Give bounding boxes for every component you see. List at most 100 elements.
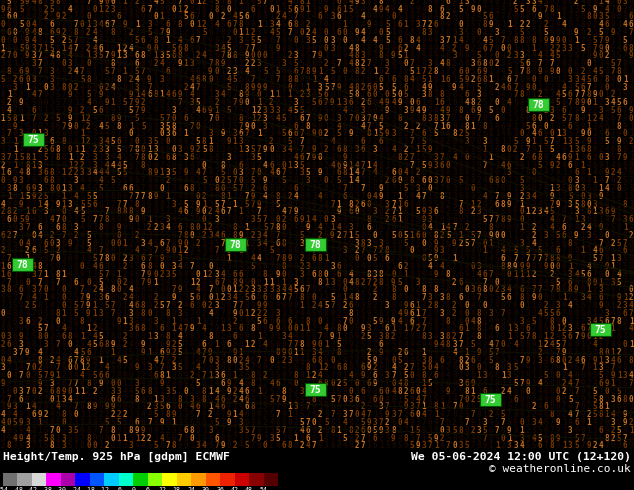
Text: 3: 3 <box>452 161 456 170</box>
Text: 9: 9 <box>391 278 396 287</box>
Text: 7: 7 <box>477 402 481 411</box>
Text: 9: 9 <box>245 91 249 99</box>
Text: 9: 9 <box>366 387 372 396</box>
Text: 7: 7 <box>43 371 48 380</box>
Text: 5: 5 <box>196 379 200 388</box>
Text: 7: 7 <box>110 67 115 76</box>
Text: 0: 0 <box>190 0 195 6</box>
Text: 2: 2 <box>336 356 341 365</box>
Text: 3: 3 <box>428 59 432 68</box>
Text: 5: 5 <box>178 426 182 435</box>
Text: 9: 9 <box>354 215 359 224</box>
Text: 2: 2 <box>74 231 79 240</box>
Text: 3: 3 <box>129 254 133 263</box>
Text: 7: 7 <box>312 51 316 60</box>
Text: 5: 5 <box>49 270 54 279</box>
Text: 9: 9 <box>568 153 573 162</box>
Text: 3: 3 <box>477 426 481 435</box>
Text: 1: 1 <box>586 285 591 294</box>
Text: 1: 1 <box>434 410 439 419</box>
Text: 9: 9 <box>7 293 11 302</box>
Text: 0: 0 <box>330 379 335 388</box>
Text: 9: 9 <box>422 340 426 349</box>
Text: 6: 6 <box>385 356 390 365</box>
Text: 4: 4 <box>501 75 505 84</box>
Text: 9: 9 <box>25 44 30 53</box>
Text: 0: 0 <box>422 246 426 255</box>
Text: 1: 1 <box>74 153 79 162</box>
Text: 4: 4 <box>135 75 139 84</box>
Text: 5: 5 <box>61 356 67 365</box>
Text: 3: 3 <box>526 239 530 247</box>
Text: 6: 6 <box>171 231 176 240</box>
Text: 8: 8 <box>214 5 219 14</box>
Text: 1: 1 <box>98 5 103 14</box>
Text: 7: 7 <box>98 207 103 217</box>
Text: 6: 6 <box>141 36 146 45</box>
Text: 6: 6 <box>470 106 475 115</box>
Text: 9: 9 <box>263 176 268 185</box>
Text: 1: 1 <box>13 153 18 162</box>
Text: 4: 4 <box>330 137 335 146</box>
Text: 1: 1 <box>74 387 79 396</box>
Text: 8: 8 <box>245 301 249 310</box>
Text: 3: 3 <box>519 51 524 60</box>
Text: 2: 2 <box>306 28 310 37</box>
Text: 1: 1 <box>171 324 176 333</box>
Text: 8: 8 <box>287 75 292 84</box>
Text: 3: 3 <box>592 122 597 131</box>
Text: 0: 0 <box>80 262 84 271</box>
Text: 6: 6 <box>312 270 316 279</box>
Text: 3: 3 <box>489 114 493 123</box>
Text: 8: 8 <box>202 293 207 302</box>
Text: 7: 7 <box>580 441 585 450</box>
Text: 4: 4 <box>202 51 207 60</box>
Text: 6: 6 <box>281 371 286 380</box>
Text: 3: 3 <box>196 441 200 450</box>
Text: 7: 7 <box>281 169 286 177</box>
Text: 9: 9 <box>318 114 323 123</box>
Text: 8: 8 <box>354 91 359 99</box>
Text: 9: 9 <box>434 254 439 263</box>
Text: 9: 9 <box>105 348 109 357</box>
Text: 3: 3 <box>153 434 158 442</box>
Text: 8: 8 <box>629 356 633 365</box>
Text: 4: 4 <box>275 441 280 450</box>
Text: 5: 5 <box>501 293 505 302</box>
Text: 3: 3 <box>507 379 512 388</box>
Text: 0: 0 <box>617 215 621 224</box>
Text: 1: 1 <box>562 137 567 146</box>
Text: 4: 4 <box>287 106 292 115</box>
Text: 9: 9 <box>165 340 170 349</box>
Text: 3: 3 <box>379 239 384 247</box>
Text: 8: 8 <box>56 44 60 53</box>
Text: 3: 3 <box>543 231 548 240</box>
Text: 8: 8 <box>568 28 573 37</box>
Text: 1: 1 <box>330 114 335 123</box>
Text: 2: 2 <box>123 262 127 271</box>
Text: 7: 7 <box>617 59 621 68</box>
Text: 0: 0 <box>562 5 567 14</box>
Text: 1: 1 <box>19 114 23 123</box>
Text: 8: 8 <box>568 239 573 247</box>
Text: 8: 8 <box>49 184 54 193</box>
Text: 5: 5 <box>31 254 36 263</box>
Text: 3: 3 <box>300 270 304 279</box>
Text: 8: 8 <box>105 254 109 263</box>
Text: 9: 9 <box>526 12 530 22</box>
Text: 9: 9 <box>434 278 439 287</box>
Text: 3: 3 <box>312 184 316 193</box>
Text: 7: 7 <box>129 394 133 404</box>
Text: 4: 4 <box>178 207 182 217</box>
Text: 0: 0 <box>287 418 292 427</box>
Text: 2: 2 <box>324 153 328 162</box>
Text: 0: 0 <box>61 215 67 224</box>
Text: 1: 1 <box>220 122 225 131</box>
Text: 0: 0 <box>269 145 274 154</box>
Text: 7: 7 <box>251 426 256 435</box>
Text: 8: 8 <box>300 184 304 193</box>
Text: 8: 8 <box>56 387 60 396</box>
Text: 9: 9 <box>61 67 67 76</box>
Text: 3: 3 <box>452 340 456 349</box>
Text: 5: 5 <box>31 301 36 310</box>
